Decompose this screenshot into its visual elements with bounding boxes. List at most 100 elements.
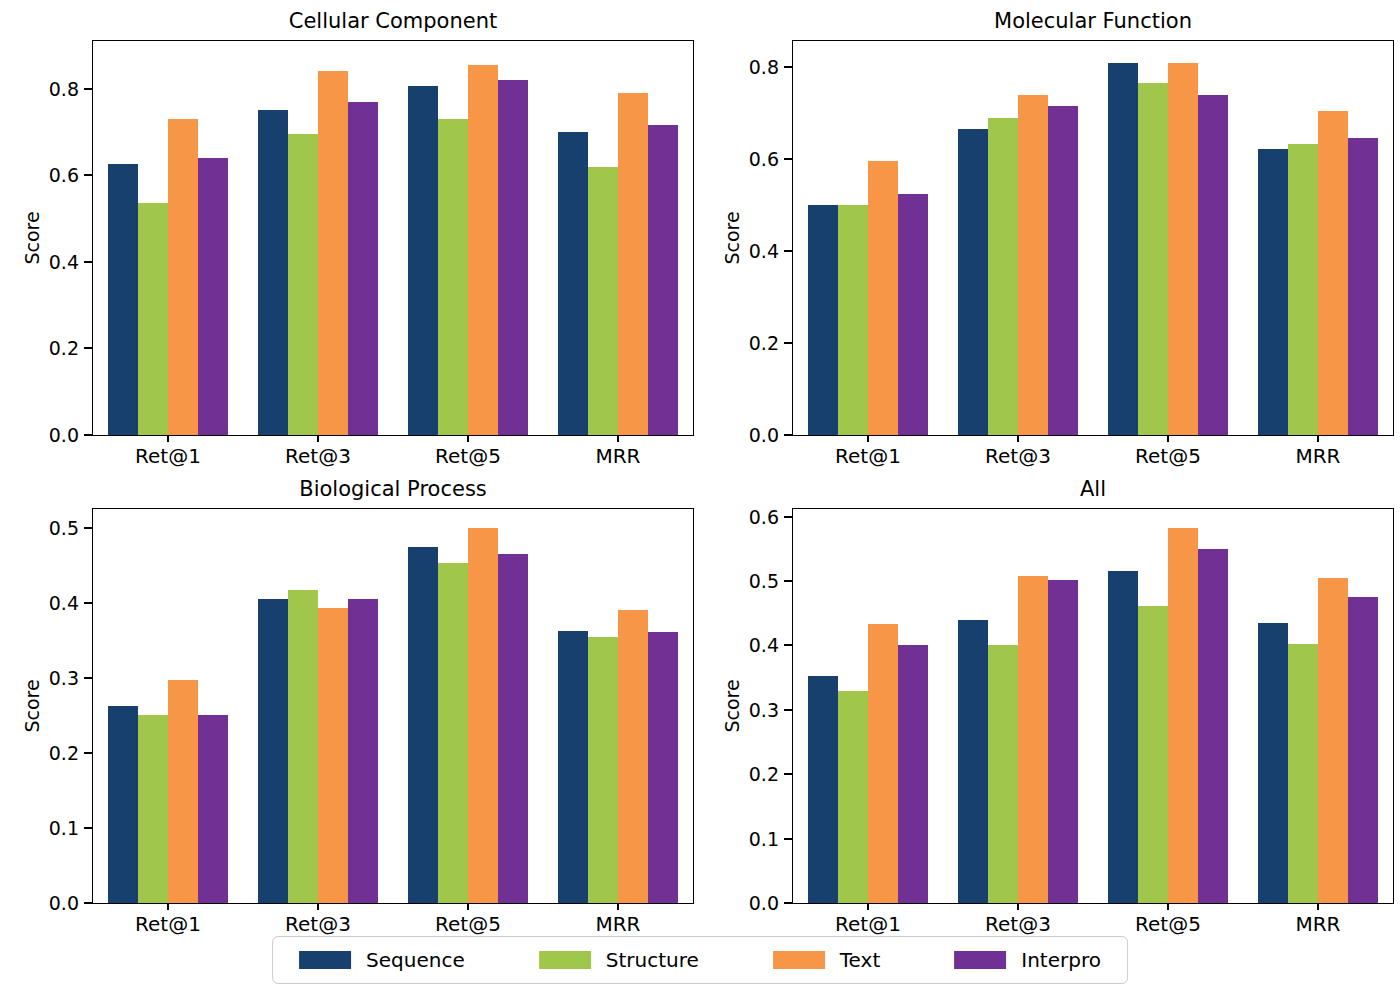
y-axis-label: Score [21,679,43,732]
bar-interpro-ret@3 [348,599,378,903]
legend-swatch-sequence [299,951,351,969]
y-tick-mark [84,902,92,904]
chart-all: All Score 0.00.10.20.30.40.50.6Ret@1Ret@… [792,508,1394,904]
bar-structure-ret@3 [988,645,1018,903]
bar-interpro-ret@1 [898,645,928,903]
bar-sequence-ret@5 [1108,571,1138,903]
y-tick-mark [784,250,792,252]
bar-structure-ret@1 [138,715,168,903]
chart-title: Cellular Component [93,6,693,36]
y-tick-mark [84,602,92,604]
bar-sequence-mrr [558,132,588,435]
legend-swatch-interpro [954,951,1006,969]
bar-structure-ret@5 [1138,606,1168,903]
x-tick-label: Ret@3 [985,912,1051,936]
bar-interpro-ret@5 [498,80,528,435]
bar-interpro-mrr [1348,138,1378,435]
y-tick-label: 0.6 [29,166,79,185]
bar-interpro-ret@1 [198,158,228,435]
bar-sequence-ret@3 [258,599,288,903]
y-tick-label: 0.6 [729,507,779,526]
bar-structure-mrr [1288,644,1318,903]
y-tick-label: 0.4 [29,593,79,612]
bar-text-ret@1 [868,161,898,435]
bar-sequence-ret@5 [408,547,438,903]
x-tick-label: MRR [595,912,640,936]
y-tick-label: 0.4 [729,636,779,655]
legend-entry-structure: Structure [539,948,699,972]
bar-structure-ret@5 [438,563,468,903]
bar-text-mrr [618,610,648,903]
y-tick-mark [84,434,92,436]
bar-interpro-ret@1 [198,715,228,903]
bar-interpro-mrr [1348,597,1378,903]
bar-sequence-ret@1 [108,706,138,903]
x-tick-label: MRR [1295,444,1340,468]
legend-entry-sequence: Sequence [299,948,465,972]
x-tick-mark [1017,903,1019,910]
y-tick-mark [84,677,92,679]
legend-label: Sequence [366,948,465,972]
y-tick-mark [784,580,792,582]
x-tick-label: Ret@1 [135,912,201,936]
y-tick-label: 0.1 [729,829,779,848]
x-tick-label: Ret@3 [285,912,351,936]
x-tick-mark [467,435,469,442]
bar-structure-ret@5 [1138,83,1168,435]
bar-interpro-mrr [648,632,678,903]
bar-structure-mrr [588,637,618,903]
y-tick-label: 0.4 [29,252,79,271]
bar-structure-ret@1 [838,691,868,903]
y-tick-label: 0.3 [29,668,79,687]
bar-text-ret@5 [1168,528,1198,903]
legend-label: Text [840,948,880,972]
x-tick-label: Ret@1 [135,444,201,468]
legend-entry-text: Text [773,948,880,972]
y-tick-mark [784,644,792,646]
figure: Cellular Component Score 0.0 0.2 0.4 0.6 0.8… [0,0,1400,1000]
y-tick-mark [84,174,92,176]
bar-sequence-ret@5 [1108,63,1138,435]
y-tick-mark [84,827,92,829]
bar-text-ret@5 [468,65,498,435]
bar-structure-ret@1 [838,205,868,435]
chart-title: Biological Process [93,474,693,504]
y-tick-mark [784,773,792,775]
bar-text-ret@3 [1018,95,1048,435]
y-tick-mark [84,527,92,529]
bar-structure-ret@1 [138,203,168,435]
y-tick-mark [784,902,792,904]
x-tick-mark [167,435,169,442]
x-tick-mark [467,903,469,910]
x-tick-label: Ret@1 [835,444,901,468]
legend-swatch-text [773,951,825,969]
chart-molecular-function: Molecular Function Score 0.00.20.40.60.8… [792,40,1394,436]
x-tick-label: Ret@3 [985,444,1051,468]
bar-text-ret@3 [318,608,348,903]
x-tick-mark [1017,435,1019,442]
bar-sequence-ret@5 [408,86,438,435]
bar-sequence-ret@3 [958,620,988,903]
y-tick-label: 0.5 [29,518,79,537]
bar-interpro-ret@5 [1198,95,1228,435]
chart-title: Molecular Function [793,6,1393,36]
bar-interpro-mrr [648,125,678,435]
y-tick-label: 0.8 [29,79,79,98]
y-tick-label: 0.2 [729,765,779,784]
bar-text-ret@3 [1018,576,1048,903]
x-tick-label: Ret@1 [835,912,901,936]
bar-sequence-ret@3 [258,110,288,435]
bar-interpro-ret@3 [348,102,378,435]
bar-text-ret@5 [468,528,498,903]
bar-text-mrr [1318,111,1348,435]
y-tick-label: 0.3 [729,700,779,719]
x-tick-mark [1317,435,1319,442]
y-tick-label: 0.0 [29,426,79,445]
legend: SequenceStructureTextInterpro [272,936,1128,984]
y-tick-mark [84,347,92,349]
bar-text-mrr [1318,578,1348,903]
bar-sequence-ret@1 [808,676,838,903]
y-tick-label: 0.6 [729,150,779,169]
bar-sequence-mrr [1258,149,1288,435]
y-tick-label: 0.8 [729,58,779,77]
